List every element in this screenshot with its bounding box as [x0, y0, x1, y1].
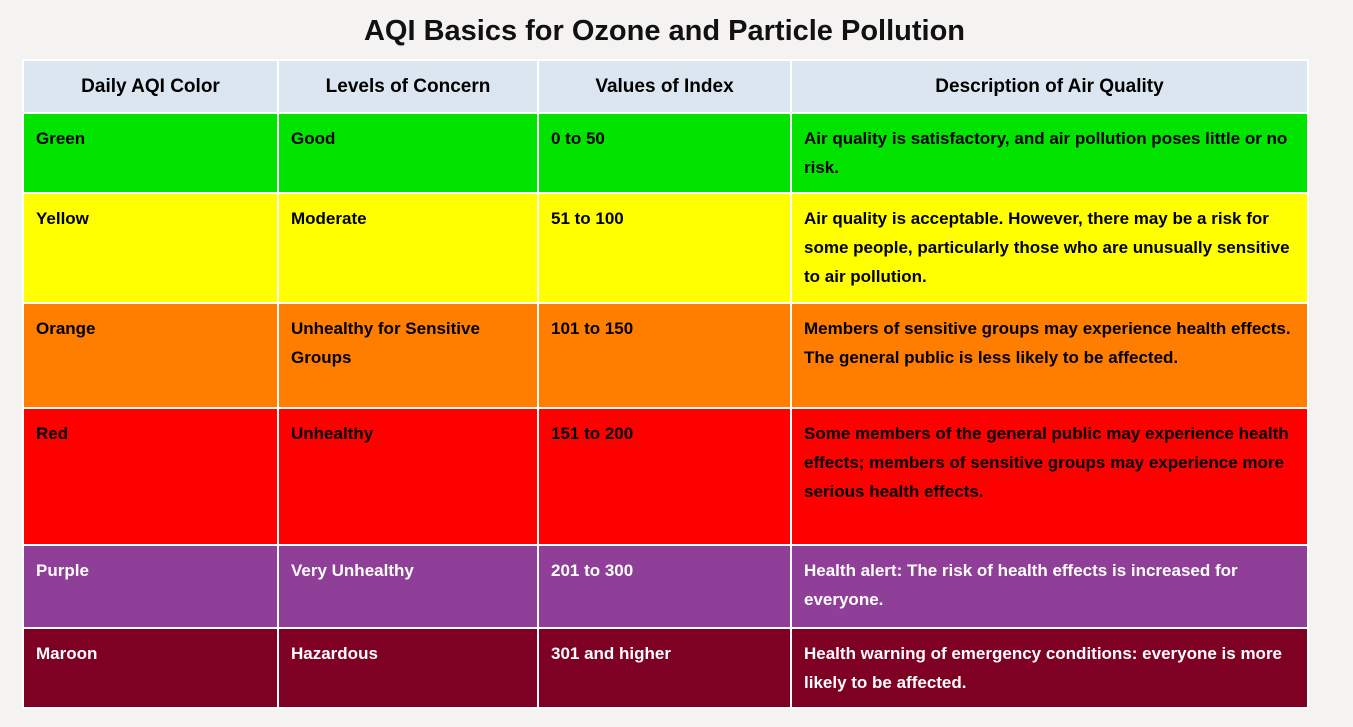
level-cell: Hazardous: [277, 627, 539, 709]
range-cell: 51 to 100: [537, 192, 792, 304]
range-cell: 0 to 50: [537, 112, 792, 194]
header-levels-of-concern: Levels of Concern: [277, 59, 539, 114]
header-values-of-index: Values of Index: [537, 59, 792, 114]
table-row-green: Green Good 0 to 50 Air quality is satisf…: [22, 112, 1309, 194]
color-name-cell: Yellow: [22, 192, 279, 304]
color-name-cell: Maroon: [22, 627, 279, 709]
page-title: AQI Basics for Ozone and Particle Pollut…: [363, 15, 966, 47]
color-name-cell: Red: [22, 407, 279, 546]
description-cell: Some members of the general public may e…: [790, 407, 1309, 546]
description-cell: Air quality is satisfactory, and air pol…: [790, 112, 1309, 194]
table-header-row: Daily AQI Color Levels of Concern Values…: [22, 59, 1309, 114]
level-cell: Unhealthy: [277, 407, 539, 546]
range-cell: 101 to 150: [537, 302, 792, 409]
description-cell: Health warning of emergency conditions: …: [790, 627, 1309, 709]
range-cell: 151 to 200: [537, 407, 792, 546]
table-row-purple: Purple Very Unhealthy 201 to 300 Health …: [22, 544, 1309, 629]
level-cell: Good: [277, 112, 539, 194]
level-cell: Very Unhealthy: [277, 544, 539, 629]
header-description: Description of Air Quality: [790, 59, 1309, 114]
range-cell: 301 and higher: [537, 627, 792, 709]
color-name-cell: Green: [22, 112, 279, 194]
level-cell: Moderate: [277, 192, 539, 304]
content-container: AQI Basics for Ozone and Particle Pollut…: [22, 0, 1309, 709]
table-row-orange: Orange Unhealthy for Sensitive Groups 10…: [22, 302, 1309, 409]
header-daily-aqi-color: Daily AQI Color: [22, 59, 279, 114]
level-cell: Unhealthy for Sensitive Groups: [277, 302, 539, 409]
aqi-table: Daily AQI Color Levels of Concern Values…: [22, 59, 1309, 709]
range-cell: 201 to 300: [537, 544, 792, 629]
description-cell: Members of sensitive groups may experien…: [790, 302, 1309, 409]
description-cell: Health alert: The risk of health effects…: [790, 544, 1309, 629]
table-row-yellow: Yellow Moderate 51 to 100 Air quality is…: [22, 192, 1309, 304]
color-name-cell: Orange: [22, 302, 279, 409]
color-name-cell: Purple: [22, 544, 279, 629]
table-row-maroon: Maroon Hazardous 301 and higher Health w…: [22, 627, 1309, 709]
table-row-red: Red Unhealthy 151 to 200 Some members of…: [22, 407, 1309, 546]
description-cell: Air quality is acceptable. However, ther…: [790, 192, 1309, 304]
